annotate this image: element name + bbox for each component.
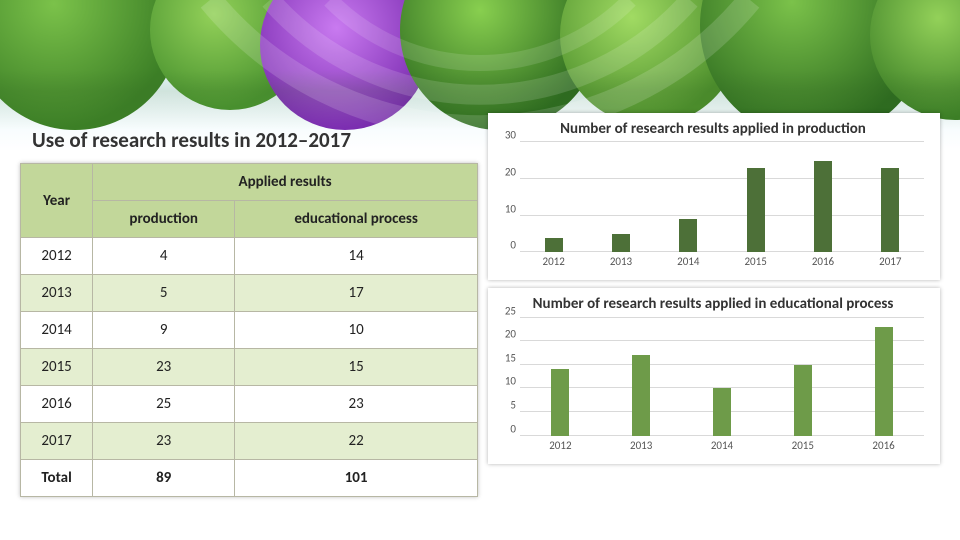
results-table: Year Applied results production educatio… [20, 163, 478, 497]
chart-education-area: 051015202520122013201420152016 [494, 318, 932, 458]
chart-bar [875, 327, 893, 436]
chart-x-label: 2012 [549, 439, 571, 452]
chart-bar-slot: 2012 [520, 142, 587, 252]
chart-bar-slot: 2015 [762, 318, 843, 436]
table-head-applied: Applied results [93, 164, 478, 201]
chart-x-label: 2016 [812, 255, 834, 268]
chart-bar [612, 234, 630, 252]
table-cell: 23 [235, 386, 478, 423]
chart-bar-slot: 2015 [722, 142, 789, 252]
chart-bar-slot: 2017 [857, 142, 924, 252]
table-cell: 22 [235, 423, 478, 460]
chart-y-label: 0 [510, 422, 520, 435]
chart-bars: 201220132014201520162017 [520, 142, 924, 252]
chart-y-label: 15 [505, 351, 520, 364]
table-head-education: educational process [235, 201, 478, 238]
table-cell: 2012 [21, 238, 93, 275]
table-cell: 2014 [21, 312, 93, 349]
table-cell: 17 [235, 275, 478, 312]
chart-bar [747, 168, 765, 252]
chart-bar [713, 388, 731, 435]
chart-bar-slot: 2013 [601, 318, 682, 436]
chart-bar [814, 161, 832, 253]
table-row: 2014910 [21, 312, 478, 349]
chart-plot: 051015202520122013201420152016 [520, 318, 924, 436]
page-title: Use of research results in 2012–2017 [20, 125, 478, 163]
chart-bar-slot: 2012 [520, 318, 601, 436]
chart-bar [794, 365, 812, 436]
table-cell: 2016 [21, 386, 93, 423]
chart-bars: 20122013201420152016 [520, 318, 924, 436]
chart-production-card: Number of research results applied in pr… [488, 113, 940, 280]
table-row: 20152315 [21, 349, 478, 386]
table-cell: 101 [235, 460, 478, 497]
table-cell: 4 [93, 238, 235, 275]
right-column: Number of research results applied in pr… [488, 113, 940, 525]
chart-production-title: Number of research results applied in pr… [494, 119, 932, 142]
chart-x-label: 2013 [630, 439, 652, 452]
chart-x-label: 2013 [610, 255, 632, 268]
table-cell: 23 [93, 349, 235, 386]
table-row: 2012414 [21, 238, 478, 275]
chart-x-label: 2015 [792, 439, 814, 452]
chart-bar-slot: 2014 [655, 142, 722, 252]
table-cell: 2013 [21, 275, 93, 312]
table-row-total: Total89101 [21, 460, 478, 497]
content-row: Use of research results in 2012–2017 Yea… [20, 125, 940, 525]
chart-bar [551, 369, 569, 435]
table-cell: 9 [93, 312, 235, 349]
chart-x-label: 2015 [744, 255, 766, 268]
chart-y-label: 5 [510, 398, 520, 411]
table-body: 2012414201351720149102015231520162523201… [21, 238, 478, 497]
chart-bar-slot: 2016 [843, 318, 924, 436]
chart-production-area: 0102030201220132014201520162017 [494, 142, 932, 274]
chart-bar [679, 219, 697, 252]
table-row: 20162523 [21, 386, 478, 423]
chart-x-label: 2014 [677, 255, 699, 268]
chart-x-label: 2017 [879, 255, 901, 268]
chart-x-label: 2016 [872, 439, 894, 452]
chart-y-label: 10 [505, 202, 520, 215]
chart-y-label: 10 [505, 375, 520, 388]
table-cell: 2017 [21, 423, 93, 460]
chart-bar [881, 168, 899, 252]
table-cell: 10 [235, 312, 478, 349]
chart-y-label: 20 [505, 328, 520, 341]
chart-bar [545, 238, 563, 253]
table-cell: 2015 [21, 349, 93, 386]
chart-x-label: 2014 [711, 439, 733, 452]
chart-bar-slot: 2014 [682, 318, 763, 436]
slide-stage: Use of research results in 2012–2017 Yea… [0, 0, 960, 540]
chart-x-label: 2012 [543, 255, 565, 268]
chart-y-label: 0 [510, 239, 520, 252]
chart-bar-slot: 2016 [789, 142, 856, 252]
chart-bar-slot: 2013 [587, 142, 654, 252]
table-cell: Total [21, 460, 93, 497]
chart-y-label: 30 [505, 129, 520, 142]
table-cell: 5 [93, 275, 235, 312]
table-row: 20172322 [21, 423, 478, 460]
left-column: Use of research results in 2012–2017 Yea… [20, 125, 478, 525]
table-head-production: production [93, 201, 235, 238]
chart-plot: 0102030201220132014201520162017 [520, 142, 924, 252]
table-head-year: Year [21, 164, 93, 238]
chart-education-card: Number of research results applied in ed… [488, 288, 940, 463]
chart-bar [632, 355, 650, 435]
table-cell: 25 [93, 386, 235, 423]
chart-y-label: 20 [505, 165, 520, 178]
chart-education-title: Number of research results applied in ed… [494, 294, 932, 317]
table-cell: 89 [93, 460, 235, 497]
table-row: 2013517 [21, 275, 478, 312]
table-cell: 14 [235, 238, 478, 275]
table-cell: 23 [93, 423, 235, 460]
table-cell: 15 [235, 349, 478, 386]
chart-y-label: 25 [505, 304, 520, 317]
